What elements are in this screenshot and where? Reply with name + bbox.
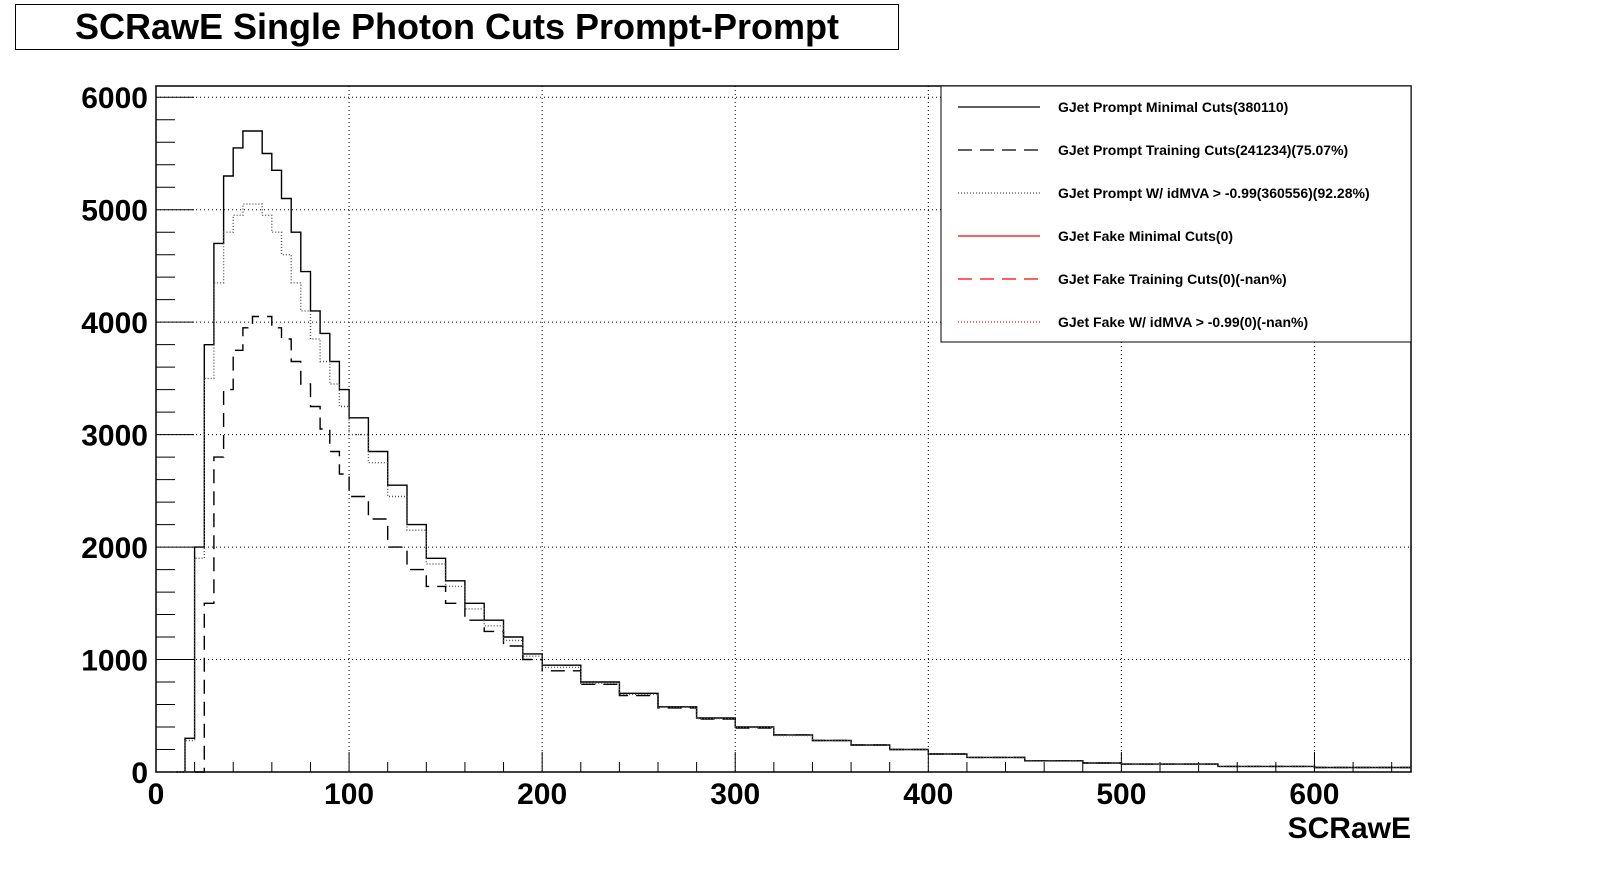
x-tick-label: 200 bbox=[517, 778, 567, 811]
x-axis-label: SCRawE bbox=[1288, 812, 1411, 845]
legend-label: GJet Prompt Minimal Cuts(380110) bbox=[1058, 99, 1288, 115]
x-tick-label: 600 bbox=[1289, 778, 1339, 811]
y-tick-label: 4000 bbox=[81, 307, 148, 340]
legend-box bbox=[940, 85, 1412, 343]
y-tick-label: 0 bbox=[131, 757, 148, 790]
x-tick-label: 400 bbox=[903, 778, 953, 811]
x-tick-label: 300 bbox=[710, 778, 760, 811]
y-tick-label: 6000 bbox=[81, 82, 148, 115]
series-line-2 bbox=[194, 315, 1412, 773]
y-tick-label: 1000 bbox=[81, 645, 148, 678]
legend-label: GJet Prompt W/ idMVA > -0.99(360556)(92.… bbox=[1058, 185, 1370, 201]
series-layer bbox=[175, 130, 1412, 773]
chart-title-box: SCRawE Single Photon Cuts Prompt-Prompt bbox=[15, 4, 899, 50]
legend-label: GJet Fake Training Cuts(0)(-nan%) bbox=[1058, 271, 1287, 287]
x-tick-label: 0 bbox=[148, 778, 165, 811]
y-tick-label: 5000 bbox=[81, 195, 148, 228]
x-tick-label: 500 bbox=[1096, 778, 1146, 811]
axis-ticks bbox=[155, 96, 1393, 773]
plot-frame bbox=[155, 85, 1412, 773]
legend-label: GJet Fake W/ idMVA > -0.99(0)(-nan%) bbox=[1058, 314, 1308, 330]
legend-label: GJet Prompt Training Cuts(241234)(75.07%… bbox=[1058, 142, 1348, 158]
axis-tick-labels: 0 100 200 300 400 500 600010002000300040005000… bbox=[81, 82, 1339, 811]
series-line-3 bbox=[175, 203, 1412, 773]
y-tick-label: 3000 bbox=[81, 420, 148, 453]
legend: GJet Prompt Minimal Cuts(380110) GJet Pro… bbox=[940, 85, 1412, 343]
chart-title: SCRawE Single Photon Cuts Prompt-Prompt bbox=[74, 6, 839, 47]
legend-label: GJet Fake Minimal Cuts(0) bbox=[1058, 228, 1233, 244]
y-tick-label: 2000 bbox=[81, 532, 148, 565]
x-tick-label: 100 bbox=[324, 778, 374, 811]
